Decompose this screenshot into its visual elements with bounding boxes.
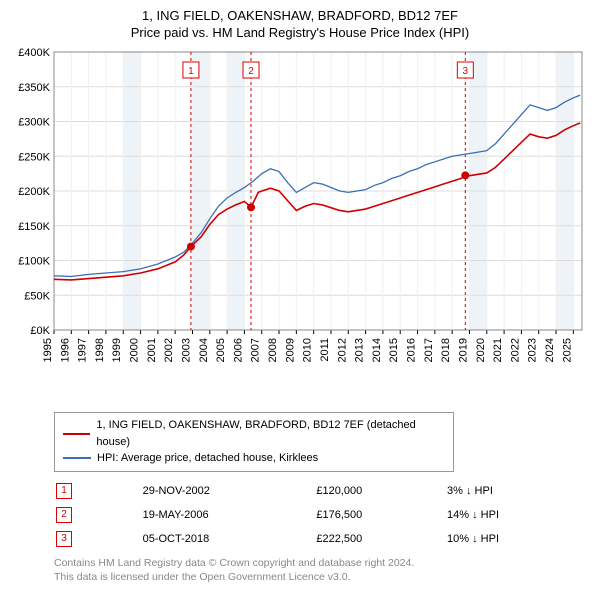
xtick-label: 2023	[527, 338, 539, 362]
ytick-label: £350K	[18, 82, 50, 94]
legend-label: HPI: Average price, detached house, Kirk…	[97, 450, 318, 467]
attribution-line: This data is licensed under the Open Gov…	[54, 570, 590, 584]
title-block: 1, ING FIELD, OAKENSHAW, BRADFORD, BD12 …	[10, 8, 590, 40]
xtick-label: 2022	[509, 338, 521, 362]
ytick-label: £300K	[18, 117, 50, 129]
xtick-label: 2006	[232, 338, 244, 362]
xtick-label: 2004	[198, 338, 210, 362]
sale-marker	[187, 243, 195, 251]
sale-badge-num: 3	[463, 66, 469, 77]
attribution-line: Contains HM Land Registry data © Crown c…	[54, 556, 590, 570]
table-row: 3 05-OCT-2018£222,50010% ↓ HPI	[56, 528, 588, 550]
xtick-label: 1997	[77, 338, 89, 362]
xtick-label: 2002	[163, 338, 175, 362]
xtick-label: 2011	[319, 338, 331, 362]
xtick-label: 2014	[371, 338, 383, 362]
xtick-label: 2018	[440, 338, 452, 362]
xtick-label: 2021	[492, 338, 504, 362]
xtick-label: 2024	[544, 338, 556, 362]
ytick-label: £100K	[18, 256, 50, 268]
xtick-label: 2001	[146, 338, 158, 362]
ytick-label: £150K	[18, 221, 50, 233]
sale-delta: 10% ↓ HPI	[447, 528, 588, 550]
page-subtitle: Price paid vs. HM Land Registry's House …	[10, 25, 590, 40]
xtick-label: 1998	[94, 338, 106, 362]
xtick-label: 2005	[215, 338, 227, 362]
sale-date: 05-OCT-2018	[143, 528, 315, 550]
xtick-label: 2025	[561, 338, 573, 362]
page-title: 1, ING FIELD, OAKENSHAW, BRADFORD, BD12 …	[10, 8, 590, 23]
xtick-label: 2013	[354, 338, 366, 362]
xtick-label: 2009	[284, 338, 296, 362]
xtick-label: 1999	[111, 338, 123, 362]
sale-date: 19-MAY-2006	[143, 504, 315, 526]
legend-box: 1, ING FIELD, OAKENSHAW, BRADFORD, BD12 …	[54, 412, 454, 472]
table-row: 1 29-NOV-2002£120,0003% ↓ HPI	[56, 480, 588, 502]
sale-badge-num: 2	[248, 66, 254, 77]
sale-price: £176,500	[316, 504, 445, 526]
sale-delta: 14% ↓ HPI	[447, 504, 588, 526]
legend-label: 1, ING FIELD, OAKENSHAW, BRADFORD, BD12 …	[96, 417, 445, 450]
xtick-label: 2020	[475, 338, 487, 362]
legend-row: 1, ING FIELD, OAKENSHAW, BRADFORD, BD12 …	[63, 417, 445, 450]
xtick-label: 2000	[129, 338, 141, 362]
sale-price: £120,000	[316, 480, 445, 502]
ytick-label: £200K	[18, 186, 50, 198]
ytick-label: £250K	[18, 151, 50, 163]
sale-badge: 2	[56, 507, 72, 523]
xtick-label: 2016	[406, 338, 418, 362]
container: 1, ING FIELD, OAKENSHAW, BRADFORD, BD12 …	[0, 0, 600, 590]
sale-date: 29-NOV-2002	[143, 480, 315, 502]
attribution: Contains HM Land Registry data © Crown c…	[54, 556, 590, 584]
table-row: 2 19-MAY-2006£176,50014% ↓ HPI	[56, 504, 588, 526]
xtick-label: 2007	[250, 338, 262, 362]
xtick-label: 2010	[302, 338, 314, 362]
xtick-label: 2012	[336, 338, 348, 362]
sale-badge: 1	[56, 483, 72, 499]
legend-swatch	[63, 457, 91, 459]
price-chart: £0K £50K £100K £150K £200K £250K £300K £350K £40…	[10, 46, 590, 376]
xtick-label: 2008	[267, 338, 279, 362]
sale-badge-num: 1	[188, 66, 194, 77]
xtick-label: 2003	[180, 338, 192, 362]
xtick-label: 1995	[42, 338, 54, 362]
sale-badge: 3	[56, 531, 72, 547]
sale-marker	[461, 171, 469, 179]
ytick-label: £400K	[18, 47, 50, 59]
legend-swatch	[63, 433, 90, 435]
legend-row: HPI: Average price, detached house, Kirk…	[63, 450, 445, 467]
xtick-label: 1996	[59, 338, 71, 362]
ytick-label: £50K	[24, 290, 50, 302]
xtick-label: 2015	[388, 338, 400, 362]
sale-delta: 3% ↓ HPI	[447, 480, 588, 502]
chart-area: £0K £50K £100K £150K £200K £250K £300K £350K £40…	[10, 46, 590, 406]
sales-table: 1 29-NOV-2002£120,0003% ↓ HPI 2 19-MAY-2006…	[54, 478, 590, 552]
xtick-label: 2017	[423, 338, 435, 362]
sale-price: £222,500	[316, 528, 445, 550]
ytick-label: £0K	[30, 325, 50, 337]
sale-marker	[247, 203, 255, 211]
xtick-label: 2019	[457, 338, 469, 362]
